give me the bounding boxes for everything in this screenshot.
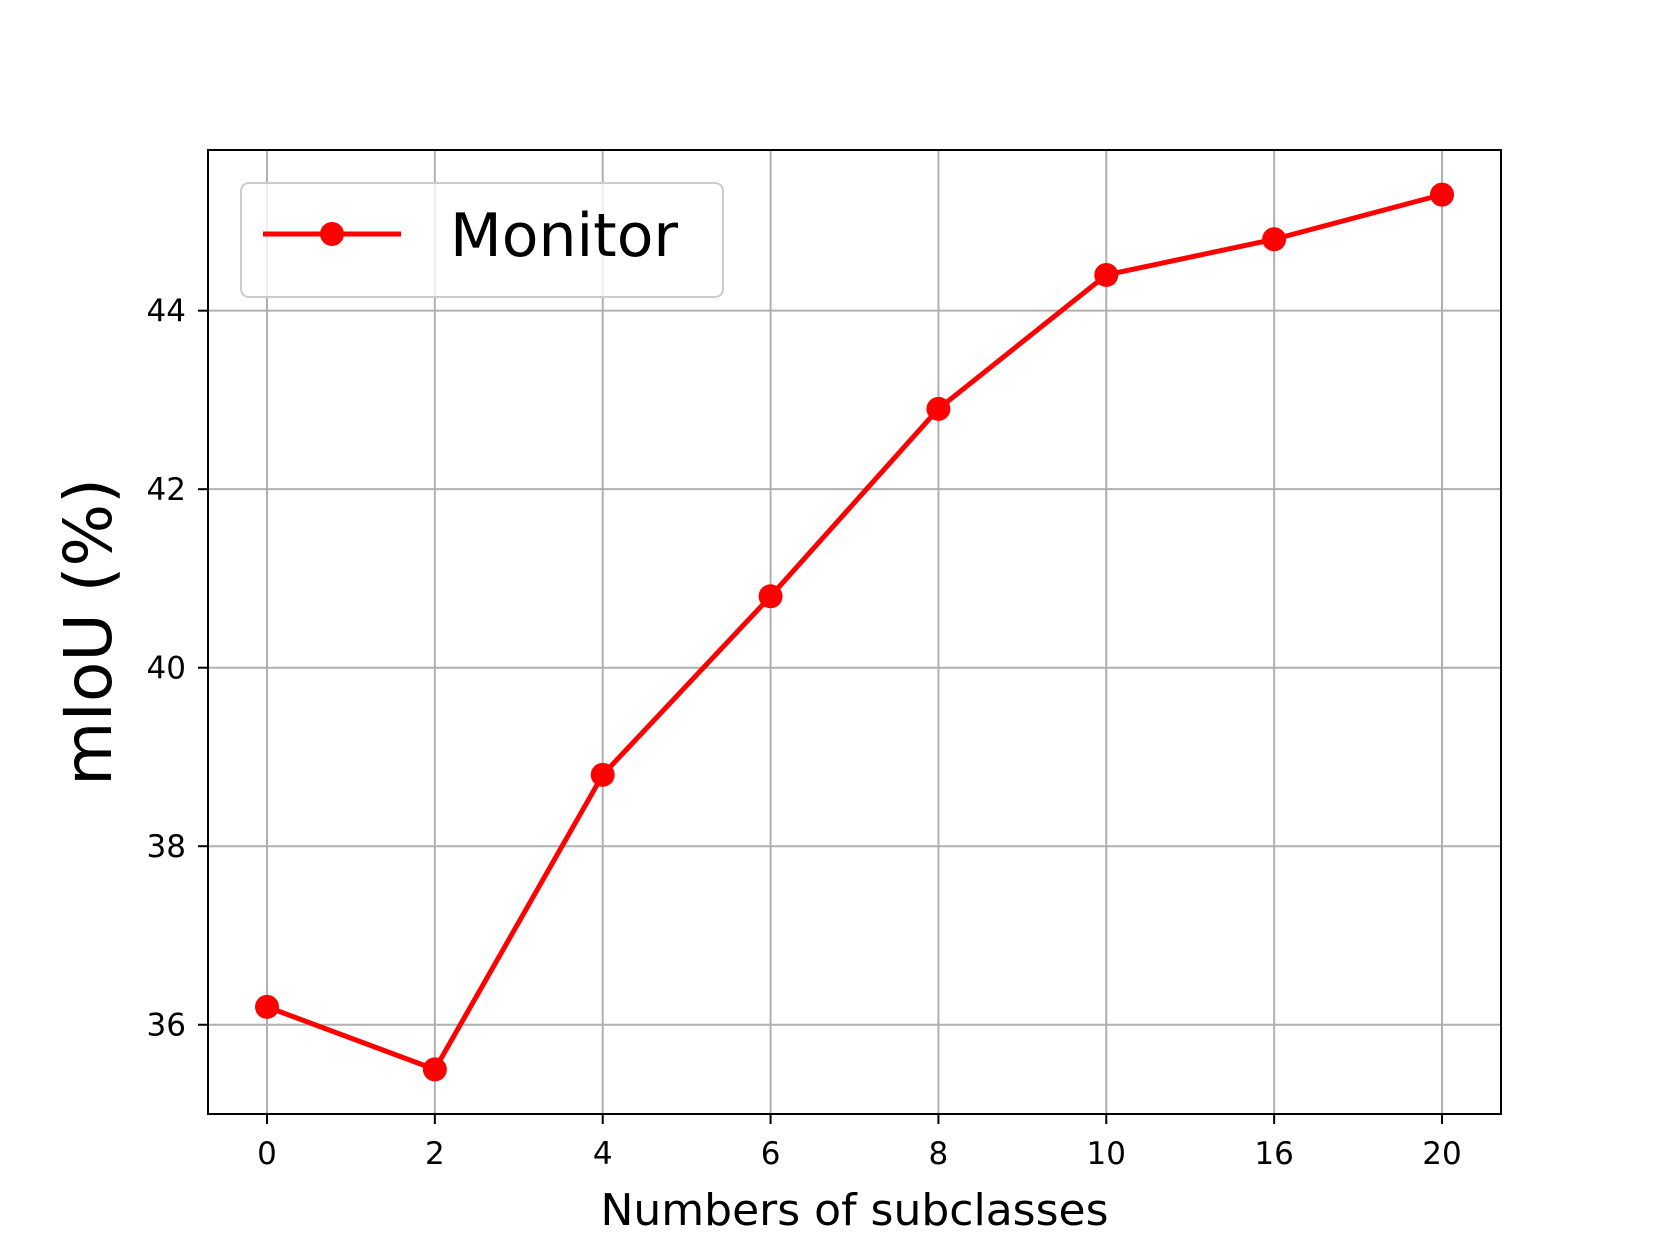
plot-frame: [207, 149, 1502, 1115]
y-axis-ticks: 36 38 40 42 44: [147, 294, 208, 1044]
x-tick-label: 0: [257, 1136, 277, 1172]
legend-box: [240, 182, 724, 298]
data-point: [758, 584, 783, 609]
y-tick-label: 36: [147, 1008, 186, 1044]
data-point: [1262, 227, 1287, 252]
y-tick-label: 38: [147, 829, 186, 865]
x-tick-label: 20: [1422, 1136, 1461, 1172]
legend: Monitor: [240, 182, 724, 298]
x-tick-label: 6: [761, 1136, 781, 1172]
x-tick-label: 8: [929, 1136, 949, 1172]
x-tick-label: 10: [1087, 1136, 1126, 1172]
x-tick-label: 4: [593, 1136, 613, 1172]
y-tick-label: 44: [147, 294, 186, 330]
series-layer: [255, 182, 1454, 1082]
data-point: [590, 762, 615, 787]
data-point: [1094, 262, 1119, 287]
y-gridlines: [208, 309, 1501, 1026]
x-axis-ticks: 0 2 4 6 8 10 16 20: [257, 1114, 1462, 1172]
data-point: [1430, 182, 1454, 207]
legend-entry-label: Monitor: [450, 201, 678, 271]
y-axis-label: mIoU (%): [50, 478, 127, 786]
y-tick-label: 42: [147, 472, 186, 508]
y-tick-label: 40: [147, 651, 186, 687]
data-point: [255, 994, 279, 1019]
x-tick-label: 2: [425, 1136, 445, 1172]
legend-marker-swatch: [320, 222, 344, 246]
data-point: [926, 396, 951, 421]
series-line: [266, 192, 1443, 1072]
x-axis-label: Numbers of subclasses: [600, 1185, 1108, 1236]
x-tick-label: 16: [1254, 1136, 1293, 1172]
data-point: [422, 1057, 447, 1082]
